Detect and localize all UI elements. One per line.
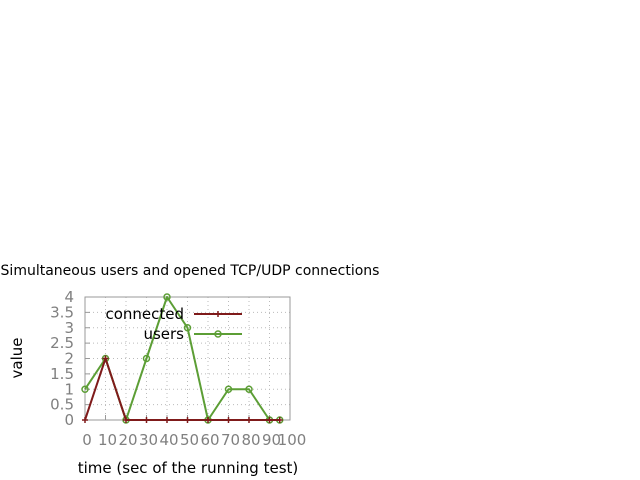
y-tick-label: 3 [64, 319, 74, 337]
y-tick-label: 1.5 [50, 365, 74, 383]
legend-label: connected [105, 305, 184, 323]
data-point-connected [246, 417, 252, 423]
data-point-connected [184, 417, 191, 423]
y-tick-label: 2 [64, 350, 74, 368]
y-tick-label: 3.5 [50, 303, 74, 321]
legend-item-users: users [143, 325, 242, 343]
data-point-connected [102, 355, 109, 362]
data-point-connected [266, 417, 273, 423]
x-tick-label: 90 [262, 431, 281, 449]
data-point-users [245, 385, 253, 393]
x-tick-label: 40 [159, 431, 178, 449]
legend-label: users [143, 325, 184, 343]
data-point-connected [123, 417, 129, 423]
x-tick-label: 20 [118, 431, 137, 449]
series-layer [81, 293, 284, 424]
x-axis-label: time (sec of the running test) [78, 459, 299, 477]
data-point-connected [225, 417, 232, 423]
y-tick-label: 2.5 [50, 334, 74, 352]
data-point-users [163, 293, 171, 301]
data-point-users [142, 354, 151, 363]
legend: connected users [105, 305, 242, 343]
data-point-users [81, 385, 89, 393]
data-point-connected [276, 417, 283, 423]
data-point-connected [164, 417, 170, 423]
chart-title: Simultaneous users and opened TCP/UDP co… [1, 263, 380, 279]
data-point-connected [143, 417, 150, 423]
data-point-users [224, 385, 233, 393]
data-point-connected [82, 417, 88, 423]
x-tick-label: 70 [221, 431, 240, 449]
y-tick-label: 1 [64, 380, 74, 398]
x-tick-label: 10 [98, 431, 117, 449]
x-tick-label: 50 [180, 431, 199, 449]
y-tick-label: 0 [64, 411, 74, 429]
x-tick-label: 80 [241, 431, 260, 449]
y-axis-label: value [8, 338, 26, 379]
legend-item-connected: connected [105, 305, 242, 323]
series-line-connected [84, 357, 280, 421]
data-point-users [183, 324, 192, 332]
data-point-connected [205, 417, 211, 423]
y-tick-label: 4 [64, 288, 74, 306]
legend-marker [214, 330, 222, 338]
series-connected [82, 355, 283, 423]
y-tick-label: 0.5 [50, 396, 74, 414]
x-tick-label: 30 [139, 431, 158, 449]
x-tick-label: 0 [82, 431, 92, 449]
x-tick-label: 60 [200, 431, 219, 449]
x-tick-label: 100 [278, 431, 307, 449]
